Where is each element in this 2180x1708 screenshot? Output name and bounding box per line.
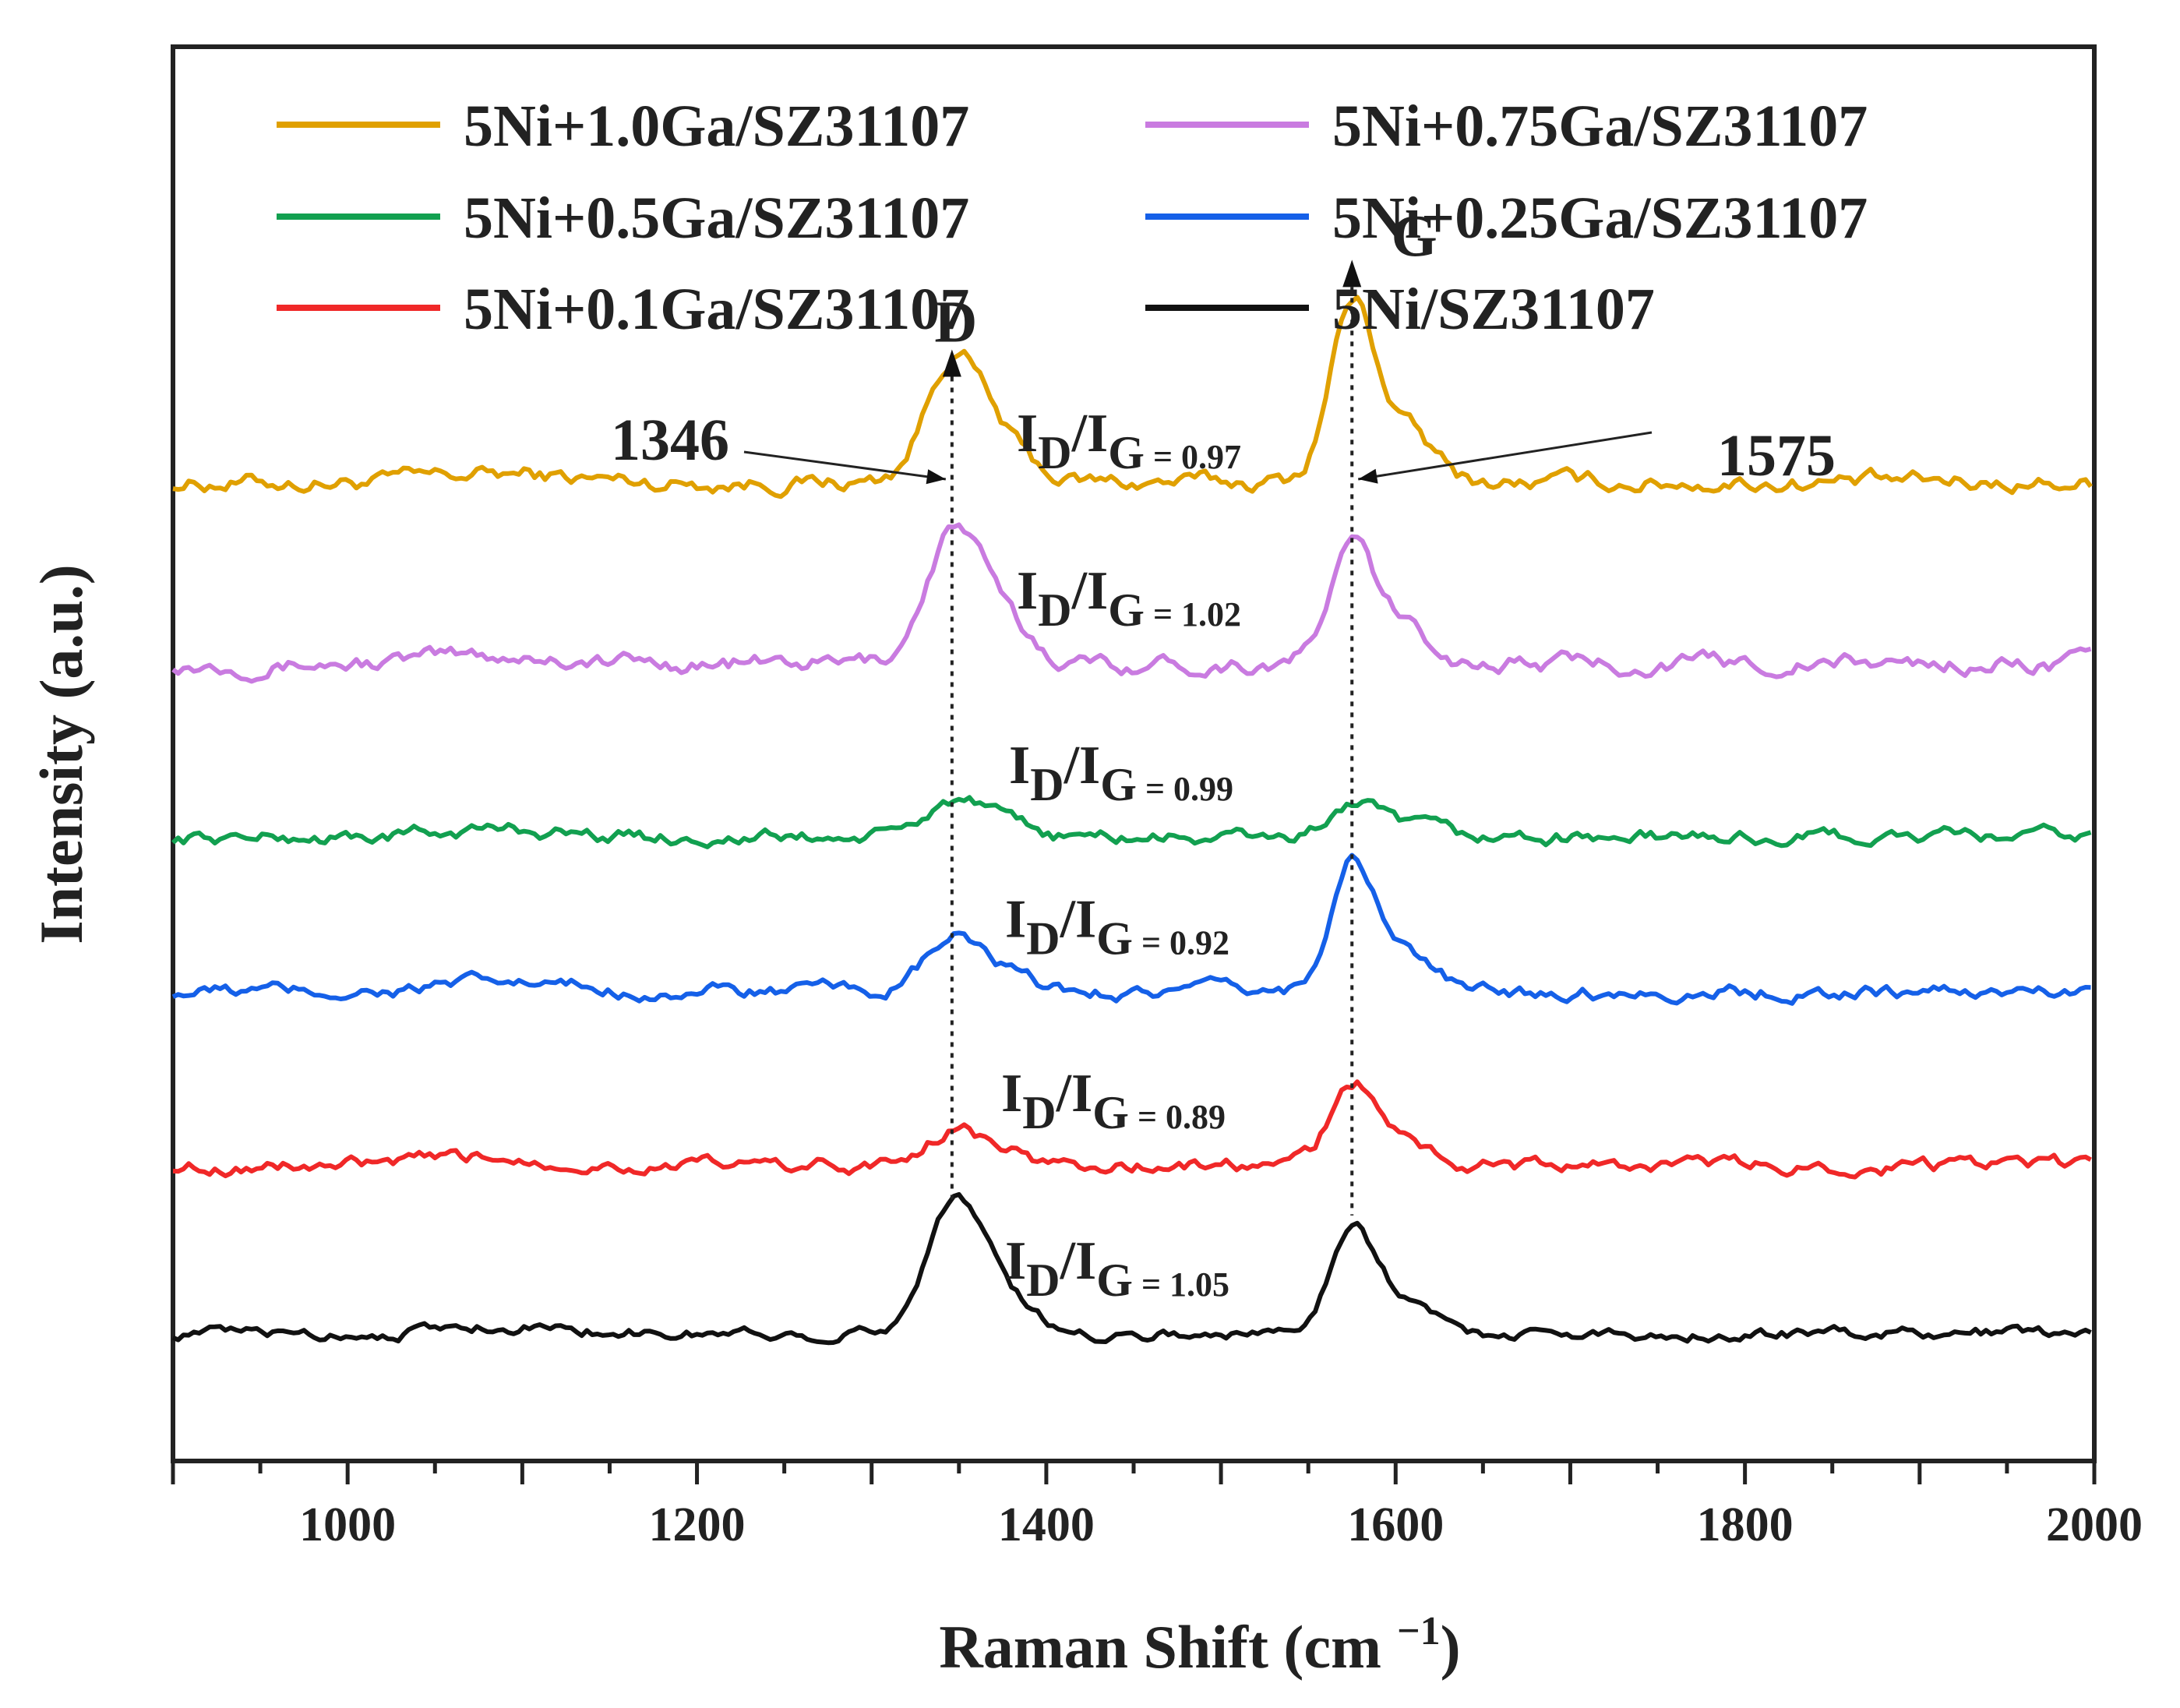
ratio-part: = 0.89 [1129, 1098, 1226, 1136]
ratio-part: / [1071, 404, 1088, 464]
peak-value-d: 1346 [611, 408, 729, 473]
peak-guides: D 1346 G 1575 [611, 203, 1836, 1216]
x-tick-label: 1600 [1347, 1498, 1444, 1551]
x-axis-title-main: Raman Shift (cm [939, 1613, 1381, 1681]
x-axis: 1000 1200 1400 1600 1800 2000 [171, 1461, 2143, 1551]
x-tick-label: 1800 [1697, 1498, 1794, 1551]
peak-pointer-head-g [1358, 468, 1378, 484]
x-tick-label: 1400 [998, 1498, 1095, 1551]
ratio-label-6: ID/IG = 1.05 [1005, 1231, 1229, 1306]
ratio-part: I [1017, 404, 1038, 464]
x-axis-title-sup: −1 [1397, 1609, 1441, 1653]
x-tick-label: 1200 [649, 1498, 746, 1551]
ratio-label-4: ID/IG = 0.92 [1005, 890, 1229, 965]
ratio-part: G [1096, 913, 1133, 965]
ratio-part: I [1071, 1064, 1092, 1124]
series-line-5 [172, 1079, 2092, 1180]
ratio-part: I [1005, 1231, 1026, 1291]
series-line-2 [171, 522, 2092, 684]
ratio-part: G [1100, 759, 1137, 810]
ratio-part: I [1075, 1231, 1096, 1291]
ratio-part: I [1075, 890, 1096, 950]
ratio-part: = 0.99 [1137, 770, 1233, 808]
ratio-part: D [1026, 913, 1060, 965]
ratio-part: = 1.02 [1145, 595, 1241, 633]
ratio-part: G [1108, 427, 1145, 478]
ratio-part: I [1017, 561, 1038, 621]
legend-label-4: 5Ni+0.25Ga/SZ31107 [1332, 185, 1868, 251]
series-layer [171, 295, 2093, 1346]
x-tick-label: 1000 [299, 1498, 396, 1551]
x-tick-label: 2000 [2046, 1498, 2143, 1551]
legend-label-2: 5Ni+0.75Ga/SZ31107 [1332, 94, 1868, 159]
ratio-label-1: ID/IG = 0.97 [1017, 404, 1241, 478]
ratio-part: / [1060, 1231, 1077, 1291]
ratio-label-5: ID/IG = 0.89 [1001, 1064, 1226, 1138]
series-line-1 [172, 295, 2093, 499]
ratio-label-3: ID/IG = 0.99 [1009, 736, 1233, 810]
ratio-part: I [1079, 736, 1100, 796]
peak-letter-g: G [1392, 203, 1437, 269]
ratio-part: G [1092, 1087, 1129, 1138]
peak-pointer-d [743, 450, 947, 481]
ratio-part: I [1005, 890, 1026, 950]
ratio-part: = 0.97 [1145, 438, 1241, 476]
ratio-part: = 1.05 [1133, 1265, 1229, 1304]
legend-label-6: 5Ni/SZ31107 [1332, 277, 1655, 342]
peak-letter-d: D [934, 290, 977, 355]
ratio-part: D [1026, 1255, 1060, 1306]
ratio-part: / [1071, 561, 1088, 621]
peak-pointer-g [1357, 431, 1653, 481]
ratio-part: = 0.92 [1133, 924, 1229, 962]
ratio-part: G [1108, 584, 1145, 636]
peak-value-g: 1575 [1717, 423, 1836, 489]
ratio-part: D [1038, 584, 1071, 636]
series-line-6 [171, 1191, 2092, 1346]
legend-label-5: 5Ni+0.1Ga/SZ31107 [464, 277, 969, 342]
ratio-part: / [1064, 736, 1081, 796]
ratio-part: D [1038, 427, 1071, 478]
x-axis-title-close: ) [1441, 1613, 1461, 1681]
series-line-3 [171, 795, 2092, 849]
ratio-part: / [1060, 890, 1077, 950]
plot-frame [171, 44, 2097, 1463]
ratio-label-2: ID/IG = 1.02 [1017, 561, 1241, 636]
legend-label-1: 5Ni+1.0Ga/SZ31107 [464, 94, 969, 159]
y-axis-title: Intensity (a.u.) [27, 564, 95, 944]
ratio-part: I [1087, 561, 1108, 621]
ratio-part: G [1096, 1255, 1133, 1306]
peak-pointer-head-d [926, 469, 946, 485]
ratio-part: I [1009, 736, 1030, 796]
peak-arrowhead-g [1342, 259, 1362, 288]
ratio-part: / [1056, 1064, 1073, 1124]
peak-arrowhead-d [942, 349, 961, 377]
series-line-4 [171, 852, 2091, 1006]
legend: 5Ni+1.0Ga/SZ31107 5Ni+0.75Ga/SZ31107 5Ni+0… [277, 94, 1868, 342]
ratio-part: D [1022, 1087, 1056, 1138]
legend-label-3: 5Ni+0.5Ga/SZ31107 [464, 185, 969, 251]
ratio-part: I [1001, 1064, 1022, 1124]
ratio-part: D [1030, 759, 1064, 810]
x-axis-title: Raman Shift (cm −1) [939, 1609, 1460, 1681]
ratio-part: I [1087, 404, 1108, 464]
